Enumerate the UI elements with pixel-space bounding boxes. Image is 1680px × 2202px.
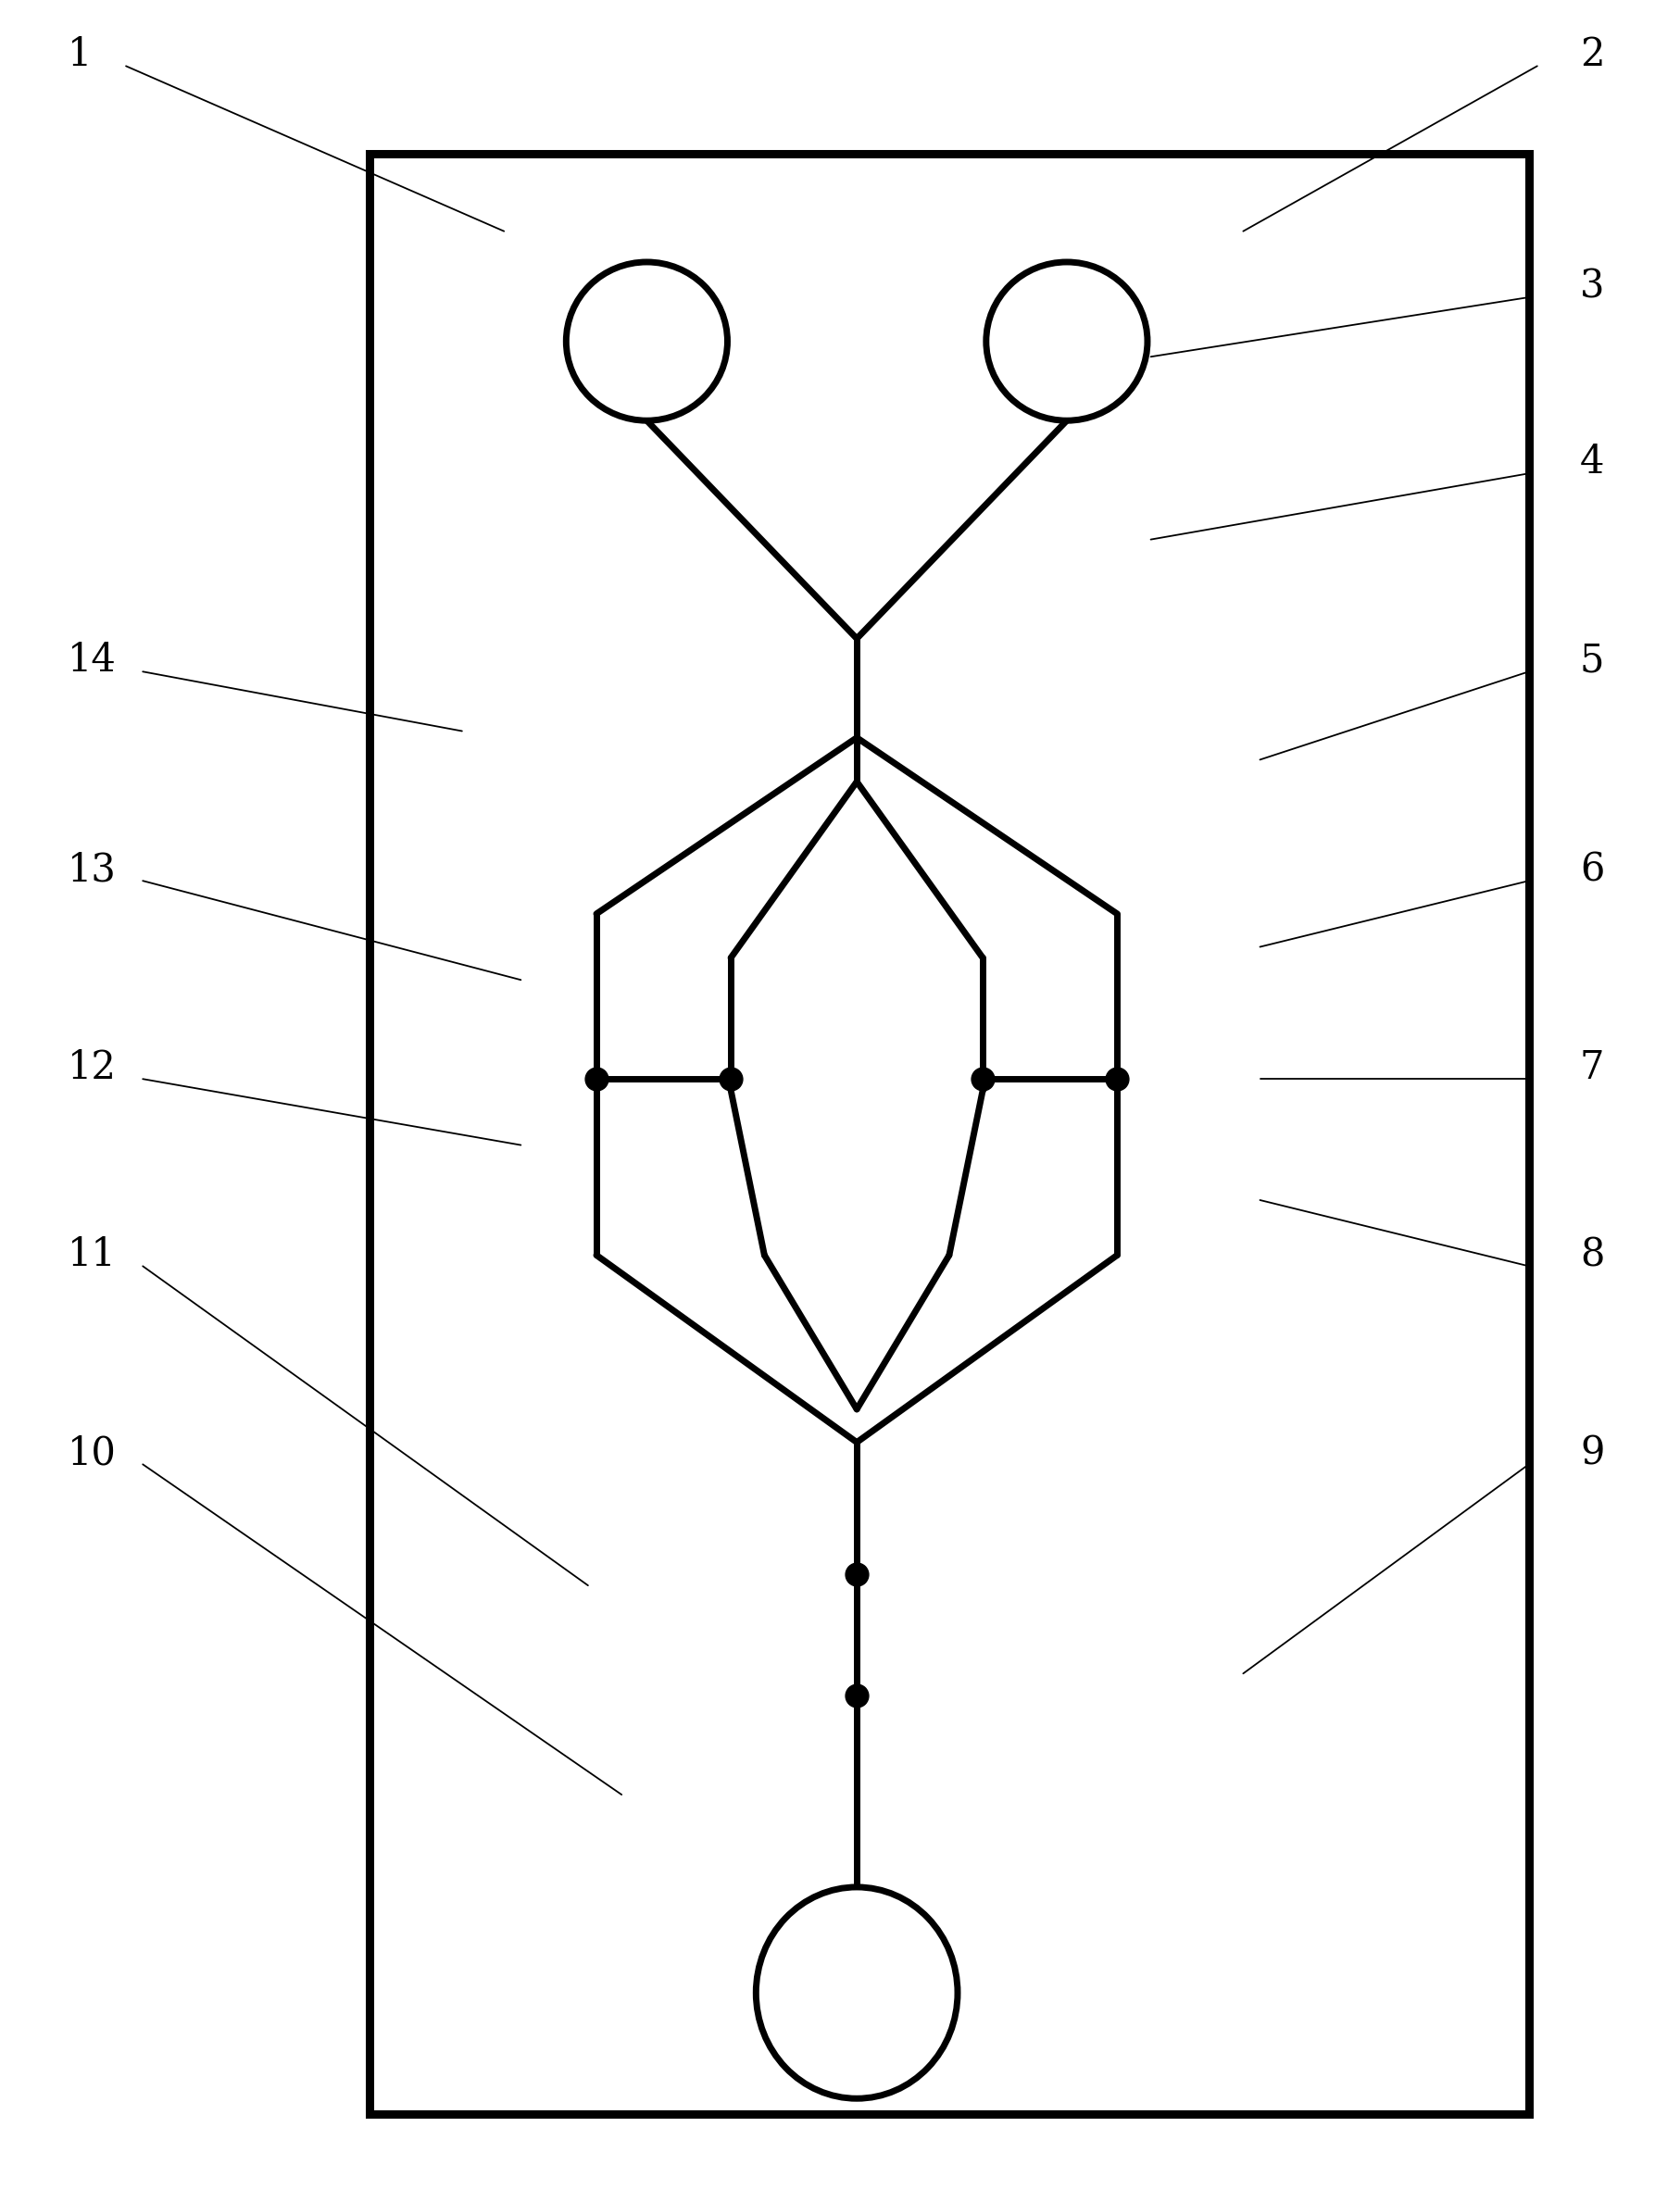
Ellipse shape (566, 262, 727, 421)
Text: 7: 7 (1579, 1048, 1604, 1088)
Text: 5: 5 (1579, 641, 1604, 680)
Text: 13: 13 (67, 850, 116, 890)
Ellipse shape (756, 1887, 958, 2099)
Point (843, 1557, 870, 1592)
Text: 3: 3 (1579, 266, 1604, 306)
Point (1104, 1061, 1131, 1097)
FancyBboxPatch shape (370, 154, 1529, 2114)
Point (843, 1678, 870, 1713)
Text: 2: 2 (1579, 35, 1604, 75)
Point (717, 1061, 744, 1097)
Text: 1: 1 (67, 35, 92, 75)
Text: 11: 11 (67, 1235, 116, 1275)
Text: 14: 14 (67, 641, 116, 680)
Text: 4: 4 (1579, 443, 1604, 482)
Point (969, 1061, 996, 1097)
Text: 12: 12 (67, 1048, 116, 1088)
Text: 6: 6 (1579, 850, 1604, 890)
Point (583, 1061, 610, 1097)
Text: 8: 8 (1579, 1235, 1604, 1275)
Text: 9: 9 (1579, 1434, 1604, 1473)
Ellipse shape (986, 262, 1147, 421)
Text: 10: 10 (67, 1434, 116, 1473)
